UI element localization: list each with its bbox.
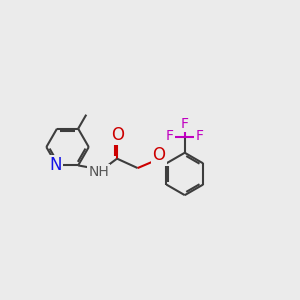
Text: F: F: [165, 129, 173, 143]
Text: O: O: [152, 146, 165, 164]
Text: NH: NH: [88, 166, 109, 179]
Text: N: N: [49, 156, 62, 174]
Text: F: F: [196, 129, 204, 143]
Text: F: F: [181, 117, 189, 131]
Text: O: O: [111, 126, 124, 144]
